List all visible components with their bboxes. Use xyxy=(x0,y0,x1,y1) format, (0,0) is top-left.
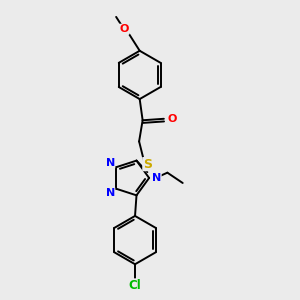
Text: S: S xyxy=(143,158,152,171)
Text: Cl: Cl xyxy=(129,279,141,292)
Text: N: N xyxy=(152,173,161,183)
Text: O: O xyxy=(119,24,129,34)
Text: N: N xyxy=(106,158,115,168)
Text: N: N xyxy=(106,188,115,198)
Text: O: O xyxy=(167,114,177,124)
